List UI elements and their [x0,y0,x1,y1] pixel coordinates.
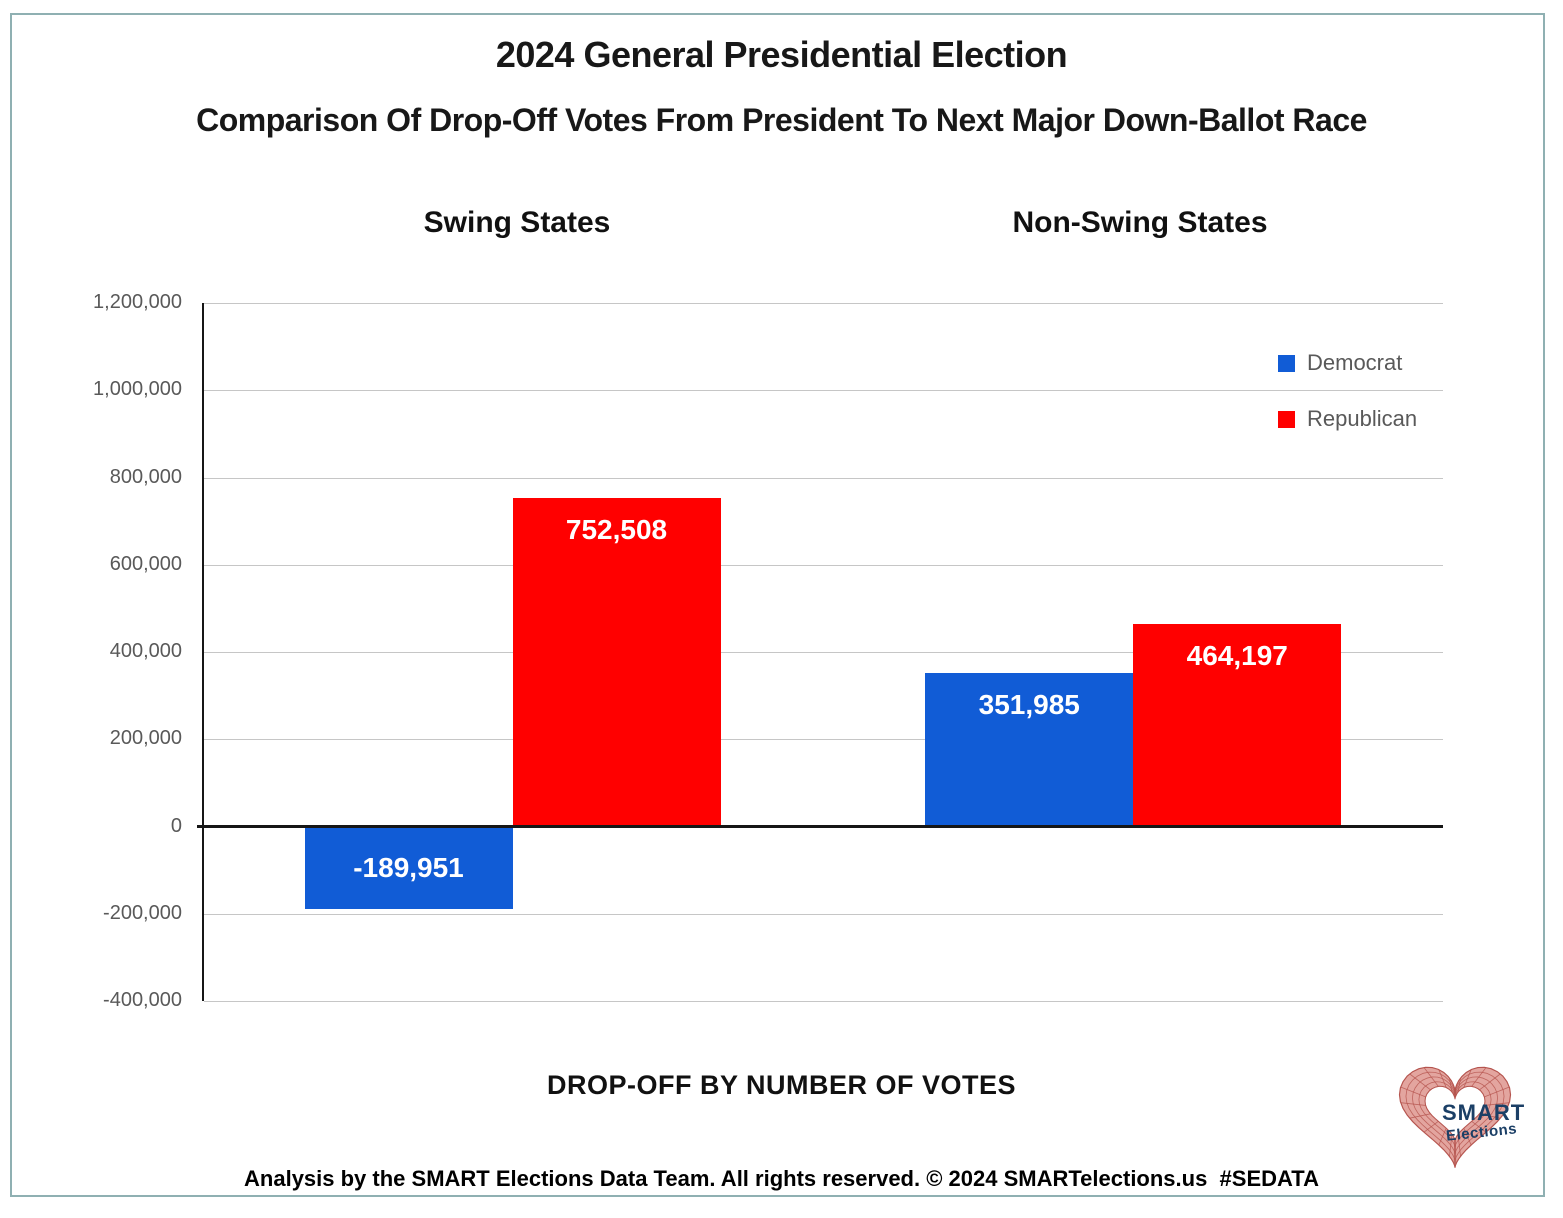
y-tick-label: 1,000,000 [93,378,182,401]
legend-label-democrat: Democrat [1307,350,1403,375]
gridline [204,303,1443,304]
y-tick-label: 1,200,000 [93,291,182,313]
y-tick-label: -200,000 [103,901,182,924]
y-tick-label: -400,000 [103,989,182,1011]
gridline [204,477,1443,479]
bar-republican-non-swing: 464,197 [1133,623,1342,827]
footer-credit: Analysis by the SMART Elections Data Tea… [244,1166,1319,1191]
legend-item-republican: Republican [1278,406,1417,432]
y-tick-label: 200,000 [109,727,182,750]
bar-democrat-non-swing: 351,985 [925,672,1134,827]
bar-value-label: 464,197 [1186,639,1288,671]
group-label-swing-states: Swing States [423,206,611,239]
border-frame [10,13,1545,1197]
gridline [204,564,1443,566]
legend-item-democrat: Democrat [1278,350,1417,376]
y-tick-label: 800,000 [109,465,182,488]
legend-label-republican: Republican [1307,406,1418,431]
y-tick-label: 400,000 [109,640,182,662]
gridline [204,390,1443,392]
y-axis-line [202,303,204,1001]
zero-axis-line [197,825,1443,828]
group-label-non-swing-states: Non-Swing States [1012,206,1268,239]
gridline [204,1001,1443,1002]
bar-democrat-swing: -189,951 [304,826,513,910]
bar-republican-swing: 752,508 [512,498,721,827]
logo-smart-text: SMART [1442,1100,1526,1125]
republican-swatch-icon [1278,410,1295,428]
bar-value-label: 351,985 [978,688,1080,720]
smart-elections-logo: SMART Elections [1396,1056,1556,1186]
y-tick-label: 0 [170,814,182,837]
bar-value-label: 752,508 [565,514,668,546]
plot-area: -189,951 351,985 752,508 464,197 [197,303,1443,1002]
y-tick-label: 600,000 [109,552,182,575]
bar-value-label: -189,951 [353,851,464,883]
chart-title: 2024 General Presidential Election [495,34,1068,75]
democrat-swatch-icon [1278,354,1295,372]
legend: Democrat Republican [1278,350,1417,462]
chart-subtitle: Comparison Of Drop-Off Votes From Presid… [196,102,1367,138]
x-axis-title: DROP-OFF BY NUMBER OF VOTES [546,1070,1017,1100]
gridline [204,913,1443,915]
gridline [204,739,1443,741]
gridline [204,652,1443,653]
